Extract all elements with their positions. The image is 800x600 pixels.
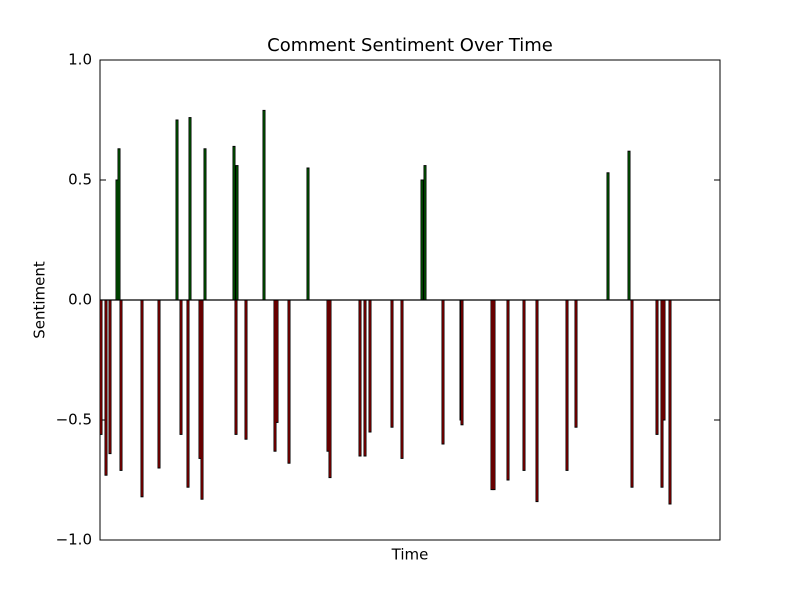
bar (275, 299, 279, 423)
plot-frame (99, 59, 721, 541)
bar (157, 299, 161, 469)
bar (423, 165, 427, 301)
bar (492, 299, 496, 491)
y-axis-label: Sentiment (31, 261, 49, 339)
bar (234, 299, 238, 435)
y-tick-label: −0.5 (56, 411, 92, 429)
bar (203, 148, 207, 301)
bar (400, 299, 404, 459)
bar (186, 299, 190, 488)
bar (328, 299, 332, 479)
bar (368, 299, 372, 433)
bar (574, 299, 578, 428)
bar (535, 299, 539, 503)
bar (104, 299, 108, 476)
bar (188, 117, 192, 301)
bar (306, 167, 310, 301)
bar (119, 299, 123, 471)
y-tick-label: −1.0 (56, 531, 92, 549)
bar (655, 299, 659, 435)
x-axis-label: Time (391, 546, 429, 564)
bar (262, 109, 266, 301)
y-tick-label: 1.0 (68, 51, 92, 69)
bar (232, 145, 236, 301)
bar (522, 299, 526, 471)
bar (235, 165, 239, 301)
bar (420, 179, 424, 301)
bar (662, 299, 666, 421)
bar (668, 299, 672, 505)
bar (506, 299, 510, 481)
bar (179, 299, 183, 435)
y-tick-label: 0.0 (68, 291, 92, 309)
bar (200, 299, 204, 500)
y-tick-label: 0.5 (68, 171, 92, 189)
bar (358, 299, 362, 457)
bar (117, 148, 121, 301)
bar (363, 299, 367, 457)
bar (627, 150, 631, 301)
bar (390, 299, 394, 428)
bar (441, 299, 445, 445)
bar (565, 299, 569, 471)
bar (606, 172, 610, 301)
bar (244, 299, 248, 440)
bar (630, 299, 634, 488)
bar (108, 299, 112, 455)
bar (140, 299, 144, 498)
bar (175, 119, 179, 301)
chart-title: Comment Sentiment Over Time (267, 35, 553, 56)
bar (287, 299, 291, 464)
bar (460, 299, 464, 426)
